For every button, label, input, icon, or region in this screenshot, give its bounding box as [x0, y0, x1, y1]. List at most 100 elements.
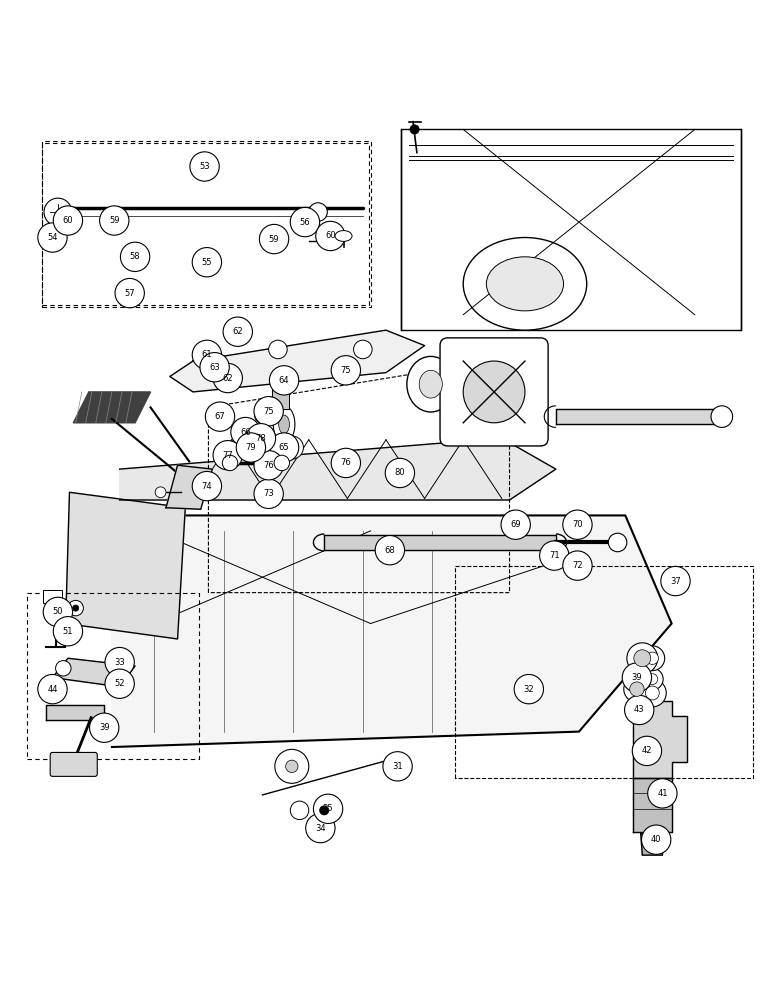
Text: 79: 79 [245, 443, 256, 452]
Circle shape [155, 487, 166, 498]
Ellipse shape [419, 370, 442, 398]
Polygon shape [120, 438, 556, 500]
Polygon shape [324, 535, 556, 550]
Circle shape [190, 152, 219, 181]
Circle shape [192, 471, 222, 501]
Text: 39: 39 [631, 673, 642, 682]
Text: 42: 42 [642, 746, 652, 755]
Circle shape [646, 652, 659, 664]
FancyBboxPatch shape [401, 129, 741, 330]
Circle shape [331, 448, 361, 478]
Circle shape [120, 242, 150, 271]
Circle shape [235, 326, 247, 338]
Text: 65: 65 [279, 443, 290, 452]
Circle shape [625, 695, 654, 725]
Polygon shape [73, 392, 151, 423]
Circle shape [223, 317, 252, 346]
Text: 70: 70 [572, 520, 583, 529]
Circle shape [313, 794, 343, 823]
Circle shape [56, 661, 71, 676]
Text: 66: 66 [240, 428, 251, 437]
Circle shape [630, 682, 644, 696]
Text: 35: 35 [323, 804, 334, 813]
Text: 80: 80 [394, 468, 405, 477]
Circle shape [192, 248, 222, 277]
Circle shape [647, 674, 658, 685]
Text: 56: 56 [300, 218, 310, 227]
Text: 44: 44 [47, 685, 58, 694]
Circle shape [563, 510, 592, 539]
Circle shape [43, 597, 73, 627]
Text: 78: 78 [256, 434, 266, 443]
Ellipse shape [273, 406, 295, 443]
Circle shape [205, 402, 235, 431]
Circle shape [259, 224, 289, 254]
Circle shape [645, 686, 659, 700]
Text: 40: 40 [651, 835, 662, 844]
Circle shape [638, 679, 666, 707]
Circle shape [661, 566, 690, 596]
Polygon shape [170, 330, 425, 392]
Circle shape [627, 643, 658, 674]
Bar [272, 378, 289, 409]
Ellipse shape [486, 257, 564, 311]
Text: 73: 73 [263, 489, 274, 498]
Text: 60: 60 [325, 231, 336, 240]
Text: 43: 43 [634, 705, 645, 714]
Text: 77: 77 [222, 451, 233, 460]
Circle shape [203, 361, 222, 380]
Text: 33: 33 [114, 658, 125, 667]
Text: 37: 37 [670, 577, 681, 586]
Circle shape [316, 221, 345, 251]
Text: 51: 51 [63, 627, 73, 636]
Text: 39: 39 [99, 723, 110, 732]
Circle shape [634, 650, 651, 667]
Text: 32: 32 [523, 685, 534, 694]
Text: 75: 75 [263, 407, 274, 416]
Circle shape [640, 646, 665, 671]
Polygon shape [46, 705, 104, 720]
Text: 54: 54 [47, 233, 58, 242]
Polygon shape [166, 465, 212, 509]
Bar [43, 590, 62, 603]
Text: 62: 62 [232, 327, 243, 336]
Circle shape [320, 806, 329, 815]
Text: 55: 55 [201, 258, 212, 267]
Circle shape [269, 433, 299, 462]
Circle shape [53, 206, 83, 235]
Polygon shape [633, 778, 672, 832]
Text: 61: 61 [201, 350, 212, 359]
Circle shape [68, 600, 83, 616]
Circle shape [53, 617, 83, 646]
Circle shape [214, 413, 226, 425]
Circle shape [642, 825, 671, 854]
Text: 59: 59 [109, 216, 120, 225]
Circle shape [90, 713, 119, 742]
Circle shape [375, 536, 405, 565]
Circle shape [115, 278, 144, 308]
Polygon shape [633, 701, 687, 778]
Text: 57: 57 [124, 289, 135, 298]
Text: 63: 63 [209, 363, 220, 372]
Text: 69: 69 [510, 520, 521, 529]
Text: 52: 52 [114, 679, 125, 688]
Text: 50: 50 [52, 607, 63, 616]
Circle shape [514, 674, 543, 704]
Text: 76: 76 [340, 458, 351, 467]
Text: 59: 59 [269, 235, 279, 244]
Circle shape [410, 125, 419, 134]
Ellipse shape [286, 760, 298, 773]
Circle shape [309, 203, 327, 221]
Text: 72: 72 [572, 561, 583, 570]
Ellipse shape [463, 238, 587, 330]
Circle shape [501, 510, 530, 539]
Text: 41: 41 [657, 789, 668, 798]
Circle shape [255, 410, 267, 423]
Circle shape [200, 353, 229, 382]
Circle shape [105, 647, 134, 677]
Circle shape [222, 455, 238, 471]
Circle shape [213, 441, 242, 470]
Circle shape [246, 424, 276, 453]
Ellipse shape [463, 361, 525, 423]
Ellipse shape [279, 415, 290, 434]
